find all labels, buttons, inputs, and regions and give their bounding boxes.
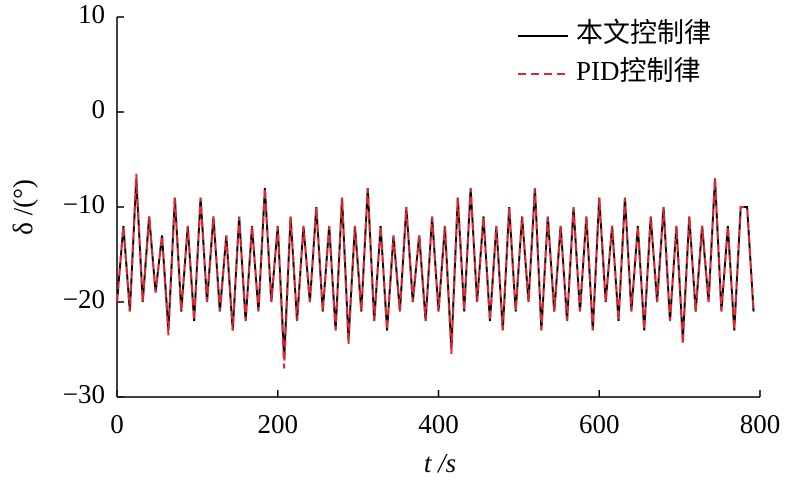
x-axis-label: t /s	[424, 448, 456, 478]
x-tick-label: 200	[258, 409, 299, 439]
x-tick-label: 400	[418, 409, 459, 439]
y-tick-label: 10	[78, 0, 105, 29]
y-tick-label: −20	[63, 284, 105, 314]
x-tick-label: 600	[579, 409, 620, 439]
series-line	[116, 173, 755, 369]
x-tick-label: 800	[740, 409, 781, 439]
y-axis-label: δ /(°)	[8, 179, 38, 235]
legend-label: 本文控制律	[576, 18, 711, 48]
y-tick-label: −30	[63, 379, 105, 409]
legend-label: PID控制律	[576, 56, 701, 86]
y-tick-label: −10	[63, 189, 105, 219]
x-tick-label: 0	[110, 409, 124, 439]
y-tick-label: 0	[92, 94, 106, 124]
